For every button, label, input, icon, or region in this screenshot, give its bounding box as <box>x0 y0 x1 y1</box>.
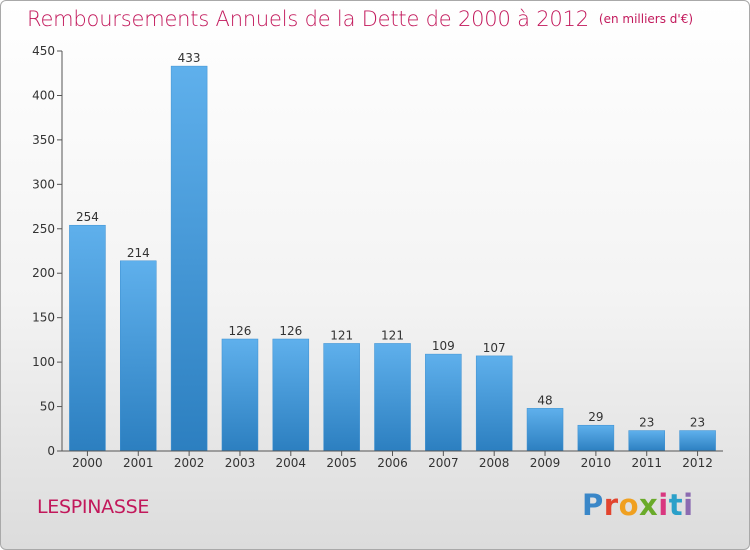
x-tick-label: 2012 <box>682 456 713 470</box>
x-tick-label: 2002 <box>174 456 205 470</box>
chart-subtitle: (en milliers d'€) <box>598 12 694 26</box>
bar-2003 <box>221 338 259 452</box>
data-label: 121 <box>381 328 404 342</box>
data-label: 433 <box>178 51 201 65</box>
x-tick-label: 2011 <box>631 456 662 470</box>
x-tick-label: 2009 <box>530 456 561 470</box>
data-label: 214 <box>127 246 150 260</box>
bar-2011 <box>628 430 665 452</box>
logo-letter: t <box>668 488 684 522</box>
bar-2012 <box>679 430 716 452</box>
data-label: 126 <box>279 324 302 338</box>
y-tick-label: 250 <box>32 222 55 236</box>
logo-letter: P <box>582 488 604 522</box>
logo-letter: r <box>603 488 619 522</box>
x-tick-label: 2004 <box>276 456 307 470</box>
logo-letter: o <box>618 488 640 522</box>
y-tick-label: 400 <box>32 88 55 102</box>
x-tick-label: 2003 <box>225 456 256 470</box>
bar-2010 <box>577 424 615 452</box>
x-tick-label: 2010 <box>581 456 612 470</box>
bar-2007 <box>425 353 462 452</box>
bar-2006 <box>374 343 411 452</box>
logo-letter: i <box>683 488 694 522</box>
data-label: 121 <box>330 328 353 342</box>
logo-letter: x <box>639 488 659 522</box>
x-tick-label: 2001 <box>123 456 154 470</box>
y-tick-label: 0 <box>47 444 55 458</box>
logo-letter: i <box>658 488 669 522</box>
bar-2001 <box>120 260 157 452</box>
x-tick-label: 2006 <box>377 456 408 470</box>
x-tick-label: 2000 <box>72 456 103 470</box>
commune-name: LESPINASSE <box>37 496 150 518</box>
bar-2005 <box>323 343 360 452</box>
data-label: 107 <box>483 341 506 355</box>
y-tick-label: 50 <box>40 400 55 414</box>
data-label: 254 <box>76 210 99 224</box>
bar-2000 <box>69 224 106 452</box>
y-axis: 0 50 100 150 200 250 300 350 400 450 <box>32 44 63 458</box>
y-tick-label: 450 <box>32 44 55 58</box>
y-tick-label: 350 <box>32 133 55 147</box>
x-axis: 2000 2001 2002 2003 2004 2005 2006 2007 2008 2009… <box>62 450 723 470</box>
bars: 254 214 433 126 126 121 121 109 107 48 29 23 23 <box>69 51 716 452</box>
x-tick-label: 2005 <box>326 456 357 470</box>
bar-2004 <box>272 338 310 452</box>
y-tick-label: 300 <box>32 177 55 191</box>
bar-2008 <box>475 355 513 452</box>
chart-title: Remboursements Annuels de la Dette de 20… <box>27 7 589 31</box>
bar-2002 <box>170 65 208 452</box>
data-label: 48 <box>537 393 552 407</box>
x-tick-label: 2007 <box>428 456 459 470</box>
bar-2009 <box>526 408 564 452</box>
y-tick-label: 200 <box>32 266 55 280</box>
y-tick-label: 100 <box>32 355 55 369</box>
data-label: 29 <box>588 410 603 424</box>
x-tick-label: 2008 <box>479 456 510 470</box>
y-tick-label: 150 <box>32 311 55 325</box>
proxiti-logo: Proxiti <box>582 488 694 522</box>
data-label: 23 <box>639 416 654 430</box>
data-label: 109 <box>432 339 455 353</box>
data-label: 126 <box>229 324 252 338</box>
data-label: 23 <box>690 416 705 430</box>
chart-title-row: Remboursements Annuels de la Dette de 20… <box>27 7 693 31</box>
